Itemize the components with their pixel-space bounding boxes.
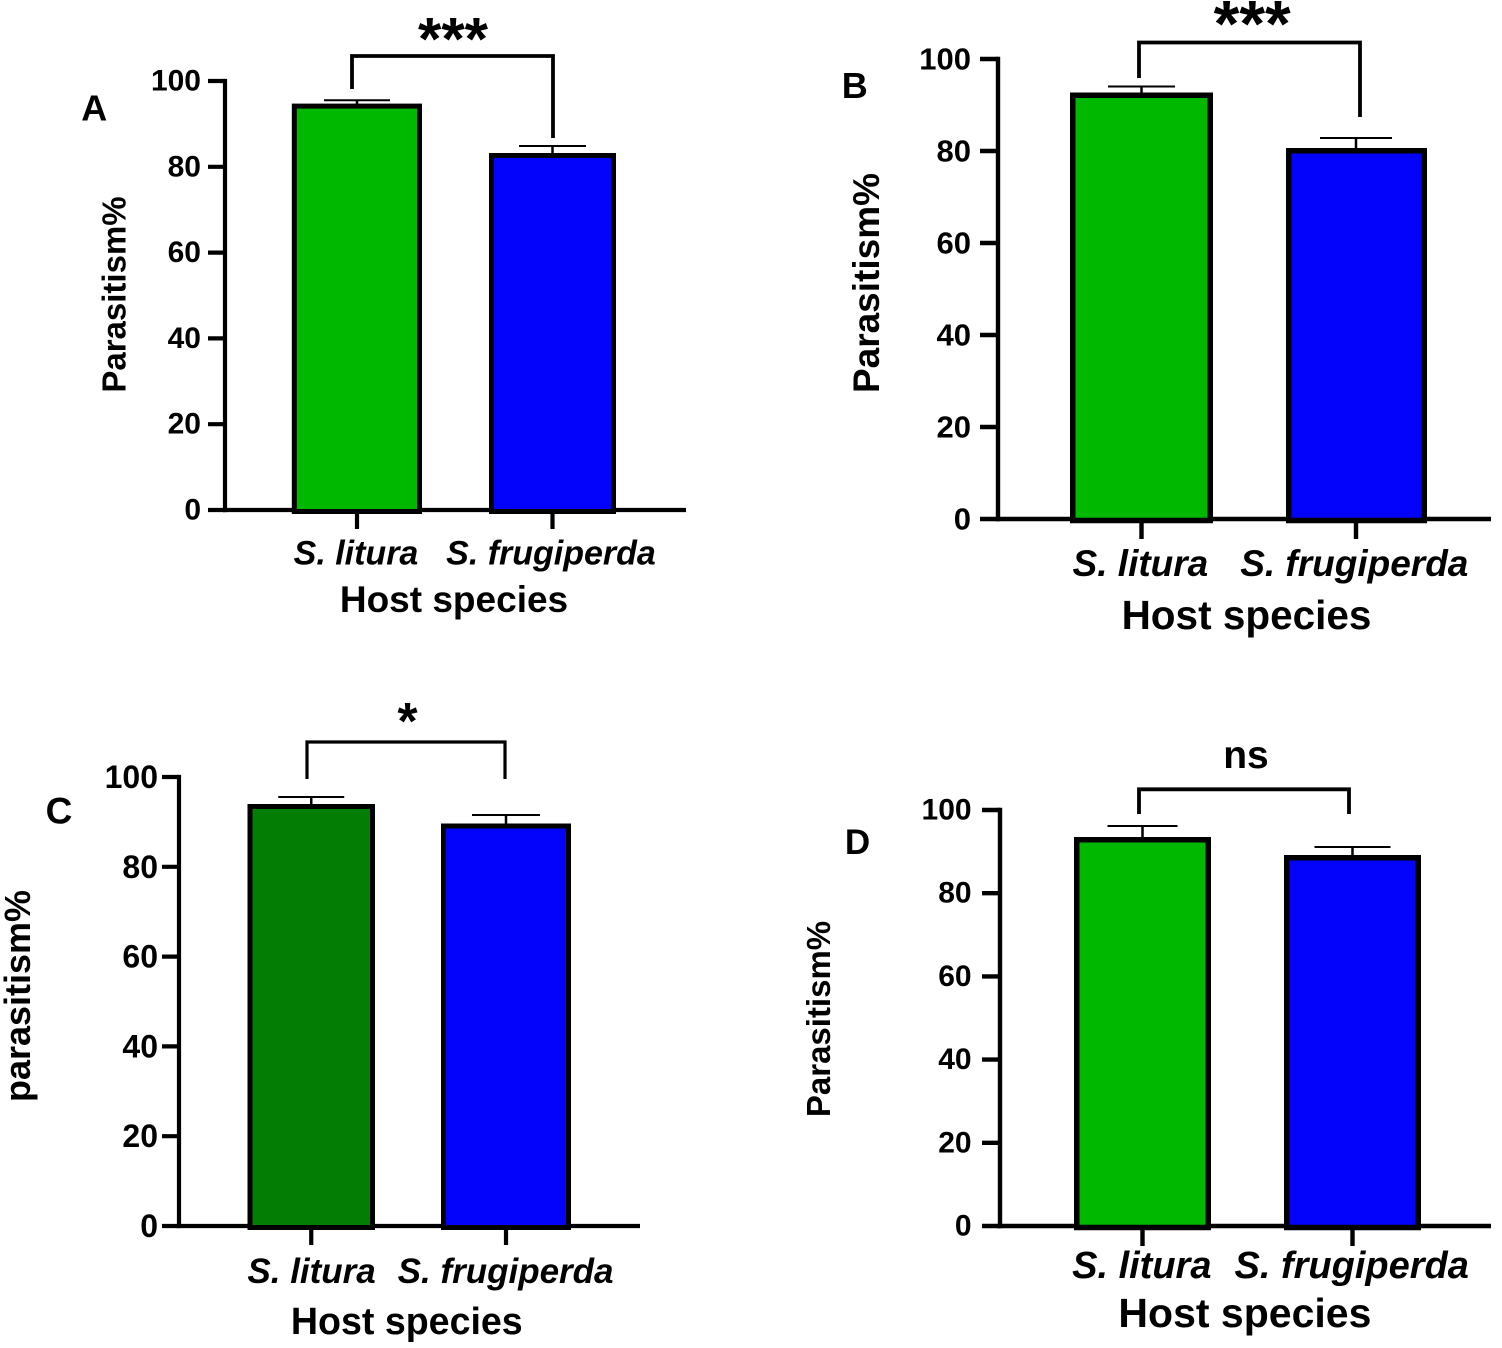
svg-text:20: 20 xyxy=(937,410,971,445)
svg-text:Host species: Host species xyxy=(340,579,568,620)
svg-text:Host species: Host species xyxy=(291,1300,523,1342)
svg-text:Host species: Host species xyxy=(1118,1290,1371,1336)
svg-text:S. litura: S. litura xyxy=(1072,1245,1211,1287)
svg-text:80: 80 xyxy=(938,877,971,910)
svg-text:40: 40 xyxy=(168,322,201,355)
svg-text:S. frugiperda: S. frugiperda xyxy=(398,1252,614,1291)
svg-text:40: 40 xyxy=(938,1043,971,1076)
svg-text:0: 0 xyxy=(955,1210,972,1243)
svg-text:40: 40 xyxy=(937,318,971,353)
svg-text:A: A xyxy=(81,88,107,129)
svg-text:Parasitism%: Parasitism% xyxy=(96,196,133,392)
svg-text:40: 40 xyxy=(122,1028,158,1064)
svg-text:60: 60 xyxy=(938,960,971,993)
svg-text:***: *** xyxy=(418,5,489,72)
svg-text:S. litura: S. litura xyxy=(1073,543,1209,584)
svg-text:S. litura: S. litura xyxy=(294,534,419,572)
svg-text:80: 80 xyxy=(168,150,201,183)
svg-text:S. frugiperda: S. frugiperda xyxy=(446,534,656,572)
svg-text:0: 0 xyxy=(184,494,201,527)
svg-text:C: C xyxy=(46,790,73,831)
svg-text:80: 80 xyxy=(937,134,971,169)
svg-text:S. litura: S. litura xyxy=(247,1252,375,1291)
svg-text:Host species: Host species xyxy=(1122,592,1372,638)
svg-text:0: 0 xyxy=(954,502,971,537)
svg-text:60: 60 xyxy=(937,226,971,261)
svg-text:ns: ns xyxy=(1223,734,1269,777)
svg-text:100: 100 xyxy=(919,42,971,77)
svg-text:100: 100 xyxy=(105,759,158,795)
svg-text:60: 60 xyxy=(122,939,158,975)
svg-text:Parasitism%: Parasitism% xyxy=(846,173,887,393)
svg-text:20: 20 xyxy=(122,1118,158,1154)
svg-text:20: 20 xyxy=(938,1126,971,1159)
svg-text:S. frugiperda: S. frugiperda xyxy=(1235,1245,1469,1287)
svg-text:20: 20 xyxy=(168,408,201,441)
svg-text:***: *** xyxy=(1214,0,1291,61)
svg-text:60: 60 xyxy=(168,236,201,269)
svg-text:Parasitism%: Parasitism% xyxy=(800,921,837,1117)
svg-text:S. frugiperda: S. frugiperda xyxy=(1240,543,1468,584)
svg-text:100: 100 xyxy=(151,65,201,98)
svg-text:0: 0 xyxy=(140,1208,158,1244)
svg-text:*: * xyxy=(397,693,418,751)
svg-text:100: 100 xyxy=(922,794,972,827)
svg-text:80: 80 xyxy=(122,849,158,885)
svg-text:B: B xyxy=(842,65,868,106)
svg-text:parasitism%: parasitism% xyxy=(0,890,38,1102)
svg-text:D: D xyxy=(845,823,870,862)
